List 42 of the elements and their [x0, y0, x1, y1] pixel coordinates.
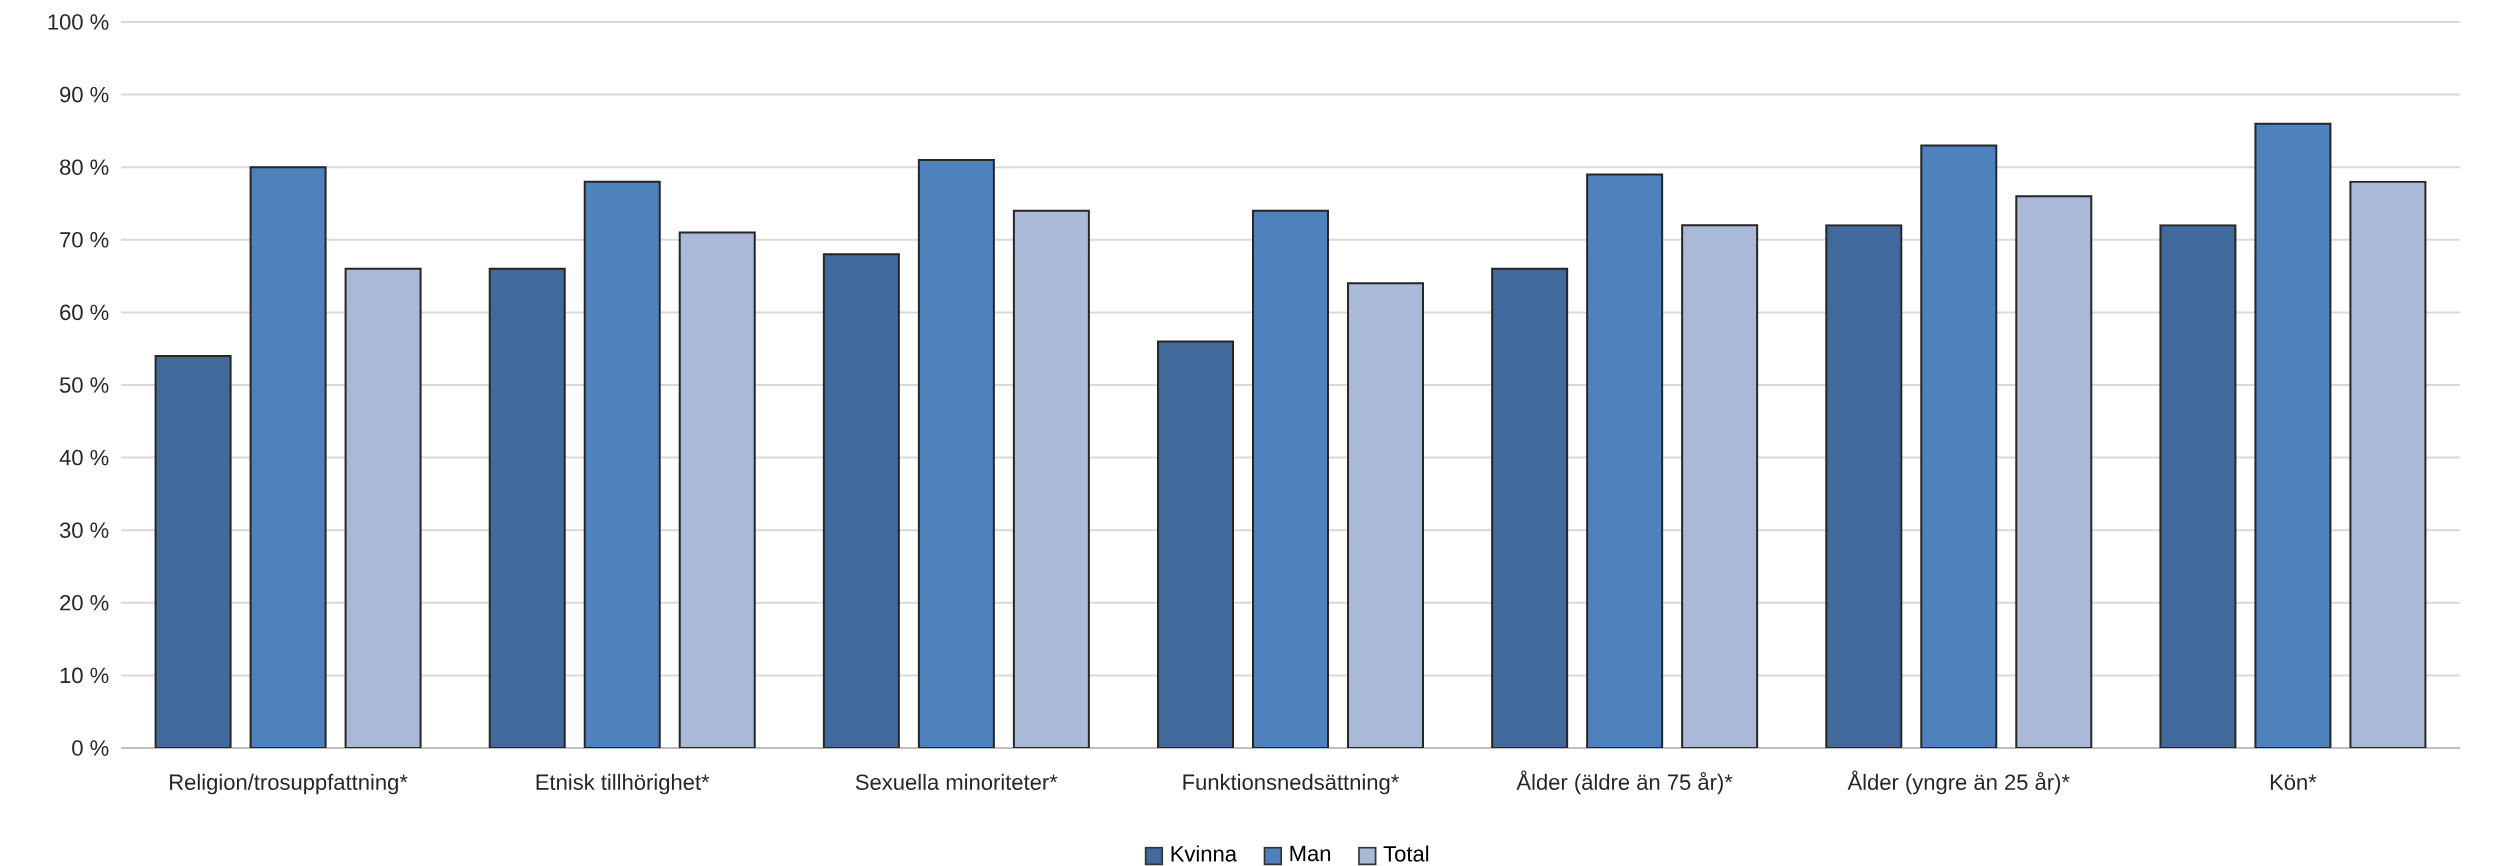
- legend-label: Man: [1290, 845, 1331, 862]
- bar: [488, 267, 566, 748]
- bar: [1157, 340, 1234, 748]
- y-tick-label: 70 %: [60, 232, 109, 248]
- y-tick-label: 40 %: [59, 449, 109, 466]
- bar: [822, 253, 900, 748]
- bar: [154, 354, 232, 748]
- bar: [249, 166, 327, 748]
- bar: [2349, 180, 2427, 748]
- y-tick-label: 90 %: [60, 86, 109, 103]
- x-tick-label: Religion/trosuppfattning*: [170, 773, 408, 795]
- y-tick-label: 50 %: [59, 377, 109, 393]
- y-tick-label: 30 %: [59, 522, 109, 538]
- bar: [1586, 173, 1664, 748]
- y-tick-label: 20 %: [60, 594, 109, 611]
- bar: [2254, 122, 2332, 748]
- bar: [1252, 209, 1329, 748]
- bar: [1920, 144, 1998, 748]
- legend-label: Kvinna: [1171, 845, 1237, 862]
- y-tick-label: 0 %: [72, 740, 109, 756]
- x-tick-label: Etnisk tillhörighet*: [536, 773, 710, 795]
- y-tick-label: 80 %: [60, 159, 109, 175]
- bar: [678, 231, 756, 748]
- bar: [2159, 224, 2237, 748]
- y-tick-label: 60 %: [60, 304, 109, 321]
- bar: [583, 180, 661, 748]
- bar: [2015, 195, 2093, 748]
- x-tick-label: Kön*: [2270, 774, 2317, 790]
- y-tick-label: 100 %: [48, 14, 109, 30]
- bar: [1012, 209, 1090, 748]
- x-tick-label: Sexuella minoriteter*: [855, 773, 1058, 790]
- x-tick-label: Funktionsnedsättning*: [1183, 773, 1399, 795]
- bar: [1491, 267, 1569, 748]
- y-tick-label: 10 %: [60, 667, 109, 684]
- bar: [1825, 224, 1903, 748]
- x-tick-label: Ålder (yngre än 25 år)*: [1847, 770, 2070, 795]
- bar: [344, 267, 422, 748]
- bar: [1681, 224, 1759, 748]
- x-tick-label: Ålder (äldre än 75 år)*: [1516, 770, 1733, 795]
- bar: [917, 158, 995, 748]
- legend-label: Total: [1383, 845, 1429, 862]
- bar: [1347, 282, 1424, 748]
